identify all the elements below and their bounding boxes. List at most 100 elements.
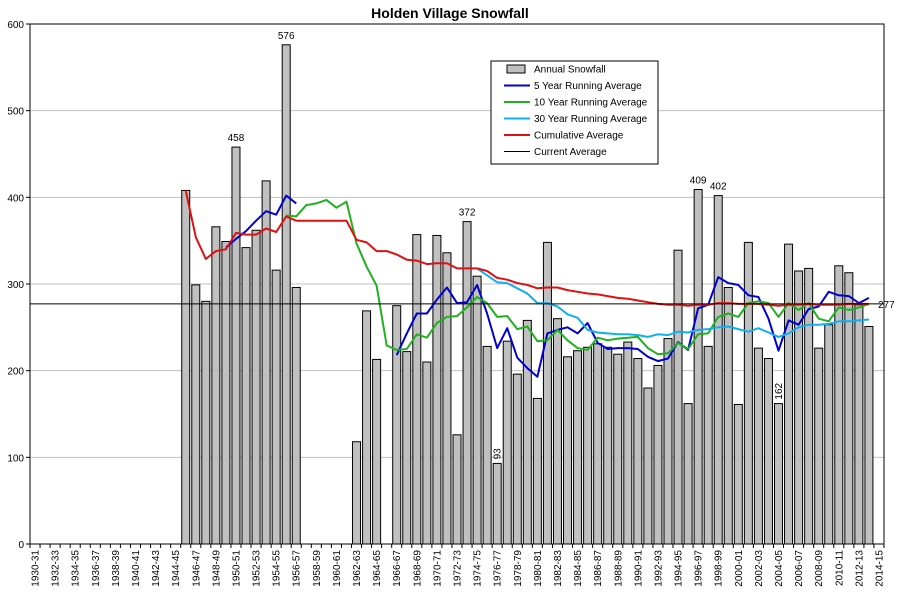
legend-label: 10 Year Running Average xyxy=(534,98,648,109)
bar-1989-90 xyxy=(623,341,633,545)
bar-1975-76 xyxy=(482,345,492,545)
bar-2004-05 xyxy=(774,403,784,545)
data-label: 372 xyxy=(459,208,476,219)
bar-1962-63 xyxy=(352,441,362,545)
data-label: 402 xyxy=(710,182,727,193)
bar-1995-96 xyxy=(683,403,693,545)
x-tick-label: 2002-03 xyxy=(754,550,765,587)
bar-2003-04 xyxy=(763,358,773,545)
bar-1963-64 xyxy=(362,310,372,545)
bar-1977-78 xyxy=(502,340,512,545)
x-tick-label: 1948-49 xyxy=(211,550,222,587)
legend-label: 30 Year Running Average xyxy=(534,114,648,125)
x-tick-label: 2000-01 xyxy=(734,550,745,587)
bar-2008-09 xyxy=(814,347,824,545)
data-label: 458 xyxy=(228,133,245,144)
bar-1992-93 xyxy=(653,364,663,545)
bar-1988-89 xyxy=(613,353,623,545)
x-tick-label: 2008-09 xyxy=(814,550,825,587)
x-tick-label: 1980-81 xyxy=(533,550,544,587)
plot-frame xyxy=(29,23,885,545)
y-tick-label: 100 xyxy=(7,453,24,464)
x-tick-label: 1964-65 xyxy=(372,550,383,587)
data-label: 93 xyxy=(493,448,504,460)
bar-2013-14 xyxy=(864,325,874,545)
bar-2006-07 xyxy=(794,270,804,545)
x-tick-label: 1932-33 xyxy=(51,550,62,587)
y-tick-label: 200 xyxy=(7,367,24,378)
current-average-label: 277 xyxy=(878,300,895,311)
line-5-year-running-average xyxy=(225,194,297,249)
x-tick-label: 1966-67 xyxy=(392,550,403,587)
legend-label: Current Average xyxy=(534,147,607,158)
bar-1955-56 xyxy=(281,44,291,545)
series-lines xyxy=(30,190,884,378)
line-10-year-running-average xyxy=(286,198,870,356)
bar-1990-91 xyxy=(633,358,643,545)
bar-1969-70 xyxy=(422,361,432,545)
x-tick-label: 1942-43 xyxy=(151,550,162,587)
x-tick-label: 1952-53 xyxy=(252,550,263,587)
x-tick-label: 1990-91 xyxy=(633,550,644,587)
bar-1980-81 xyxy=(532,397,542,545)
bar-1984-85 xyxy=(573,350,583,545)
bar-2005-06 xyxy=(784,243,794,545)
bar-1949-50 xyxy=(221,241,231,545)
chart-title: Holden Village Snowfall xyxy=(371,5,529,21)
data-label: 576 xyxy=(278,31,295,42)
x-tick-label: 2010-11 xyxy=(834,550,845,586)
bar-1983-84 xyxy=(563,356,573,545)
bar-1973-74 xyxy=(462,221,472,545)
bar-2000-01 xyxy=(733,403,743,545)
x-tick-label: 1938-39 xyxy=(111,550,122,587)
x-tick-label: 1976-77 xyxy=(493,550,504,587)
bar-1986-87 xyxy=(593,343,603,545)
x-tick-label: 1958-59 xyxy=(312,550,323,587)
line-30-year-running-average xyxy=(476,267,869,338)
x-tick-label: 1970-71 xyxy=(432,550,443,587)
legend-box xyxy=(490,60,659,165)
x-tick-label: 1968-69 xyxy=(412,550,423,587)
x-tick-label: 1934-35 xyxy=(71,550,82,587)
line-5-year-running-average xyxy=(395,276,870,378)
bar-1964-65 xyxy=(372,358,382,545)
x-tick-label: 1988-89 xyxy=(613,550,624,587)
x-tick-label: 1944-45 xyxy=(171,550,182,587)
x-tick-label: 1984-85 xyxy=(573,550,584,587)
x-tick-label: 1962-63 xyxy=(352,550,363,587)
x-tick-label: 1972-73 xyxy=(453,550,464,587)
bar-1971-72 xyxy=(442,252,452,545)
bar-1998-99 xyxy=(713,195,723,545)
bar-1970-71 xyxy=(432,234,442,545)
x-tick-label: 1978-79 xyxy=(513,550,524,587)
x-tick-label: 1956-57 xyxy=(292,550,303,587)
x-tick-label: 1954-55 xyxy=(272,550,283,587)
bar-1979-80 xyxy=(522,319,532,545)
x-tick-label: 1982-83 xyxy=(553,550,564,587)
x-tick-label: 1994-95 xyxy=(674,550,685,587)
bar-1994-95 xyxy=(673,249,683,545)
x-tick-label: 1998-99 xyxy=(714,550,725,587)
bar-1985-86 xyxy=(583,346,593,545)
bar-1972-73 xyxy=(452,434,462,545)
data-label: 409 xyxy=(690,176,707,187)
y-tick-label: 400 xyxy=(7,193,24,204)
bar-2002-03 xyxy=(753,347,763,545)
y-tick-label: 300 xyxy=(7,280,24,291)
bar-1982-83 xyxy=(552,318,562,545)
x-tick-label: 1986-87 xyxy=(593,550,604,587)
bar-1945-46 xyxy=(181,189,191,545)
bar-1993-94 xyxy=(663,338,673,545)
x-tick-label: 2006-07 xyxy=(794,550,805,587)
x-tick-label: 2004-05 xyxy=(774,550,785,587)
x-tick-label: 1946-47 xyxy=(191,550,202,587)
y-tick-label: 500 xyxy=(7,107,24,118)
bar-1996-97 xyxy=(693,189,703,545)
bar-2011-12 xyxy=(844,272,854,545)
bar-1953-54 xyxy=(261,180,271,545)
x-tick-label: 1950-51 xyxy=(231,550,242,587)
bar-2012-13 xyxy=(854,304,864,545)
bar-1952-53 xyxy=(251,229,261,545)
bar-1987-88 xyxy=(603,346,613,545)
bar-1950-51 xyxy=(231,146,241,545)
